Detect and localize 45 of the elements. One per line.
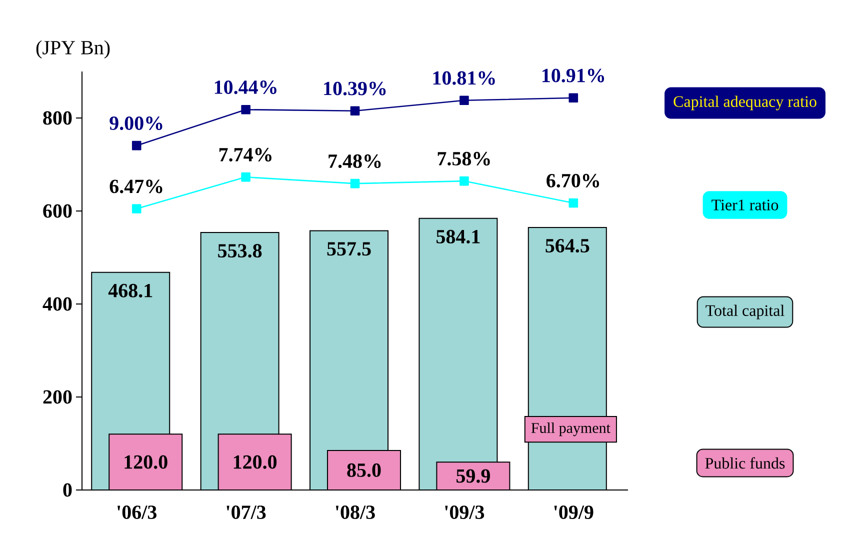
x-tick-label: '06/3 <box>118 506 156 520</box>
y-tick-label: 0 <box>63 483 72 497</box>
x-tick-label: '09/3 <box>445 506 484 520</box>
data-label: 120.0 <box>234 455 277 469</box>
point <box>460 176 469 186</box>
data-label: 85.0 <box>347 463 381 478</box>
data-label: 7.48% <box>328 154 381 168</box>
data-label: 10.91% <box>542 68 604 82</box>
y-tick-label: 200 <box>43 390 72 404</box>
legend-label: Tier1 ratio <box>712 200 778 210</box>
data-label: 120.0 <box>124 455 168 469</box>
data-label: 7.74% <box>219 148 272 162</box>
point <box>132 140 142 150</box>
point <box>460 96 469 106</box>
data-label: 6.47% <box>110 180 162 194</box>
y-tick-label: 800 <box>43 111 72 125</box>
data-label: 564.5 <box>546 239 590 253</box>
point <box>568 198 578 208</box>
data-label: 59.9 <box>456 469 490 483</box>
data-label: 584.1 <box>436 230 480 244</box>
y-axis-title: (JPY Bn) <box>36 40 110 58</box>
x-tick-label: '07/3 <box>226 506 266 520</box>
data-label: 9.00% <box>110 116 162 130</box>
annotation: Full payment <box>531 422 610 436</box>
y-tick-label: 600 <box>43 204 72 218</box>
x-tick-label: '09/9 <box>554 506 594 520</box>
point <box>241 172 250 182</box>
data-label: 10.81% <box>433 71 495 85</box>
point <box>241 104 250 114</box>
data-label: 7.58% <box>438 152 490 166</box>
data-label: 468.1 <box>108 284 152 298</box>
legend-label: Public funds <box>705 457 785 469</box>
point <box>132 204 142 214</box>
x-tick-label: '08/3 <box>336 506 375 520</box>
data-label: 553.8 <box>218 244 262 258</box>
data-label: 6.70% <box>546 174 600 188</box>
legend-label: Capital adequacy ratio <box>674 96 816 110</box>
point <box>568 93 578 103</box>
point <box>350 178 360 188</box>
legend-label: Total capital <box>706 304 784 320</box>
data-label: 557.5 <box>327 242 371 256</box>
data-label: 10.39% <box>324 82 386 96</box>
y-tick-label: 400 <box>42 297 72 311</box>
point <box>350 106 360 116</box>
data-label: 10.44% <box>214 80 276 94</box>
